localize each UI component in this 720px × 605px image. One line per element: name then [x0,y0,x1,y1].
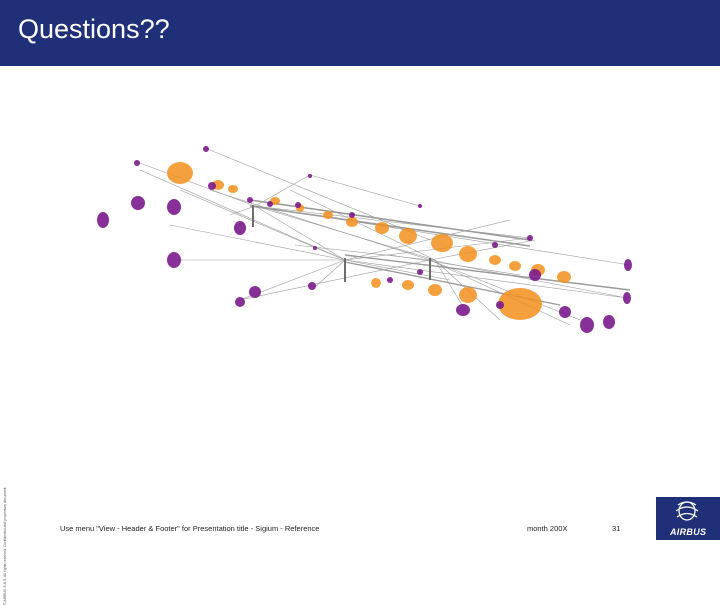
footer-presentation-title: Use menu "View - Header & Footer" for Pr… [60,524,320,533]
node-stems [252,205,431,282]
slide-title: Questions?? [18,14,170,44]
network-visualization [97,146,632,333]
airbus-logo-emblem-icon [675,501,699,521]
footer-page-number: 31 [612,524,621,533]
header-bar: Questions?? [0,0,720,66]
orange-clusters [167,162,571,320]
purple-clusters [97,146,632,333]
confidentiality-note: © AIRBUS S.A.S. All rights reserved. Con… [3,486,7,605]
network-lines [136,147,631,326]
logo-text: AIRBUS [670,527,707,537]
airbus-logo: AIRBUS [656,497,720,540]
footer-date: month 200X [527,524,568,533]
